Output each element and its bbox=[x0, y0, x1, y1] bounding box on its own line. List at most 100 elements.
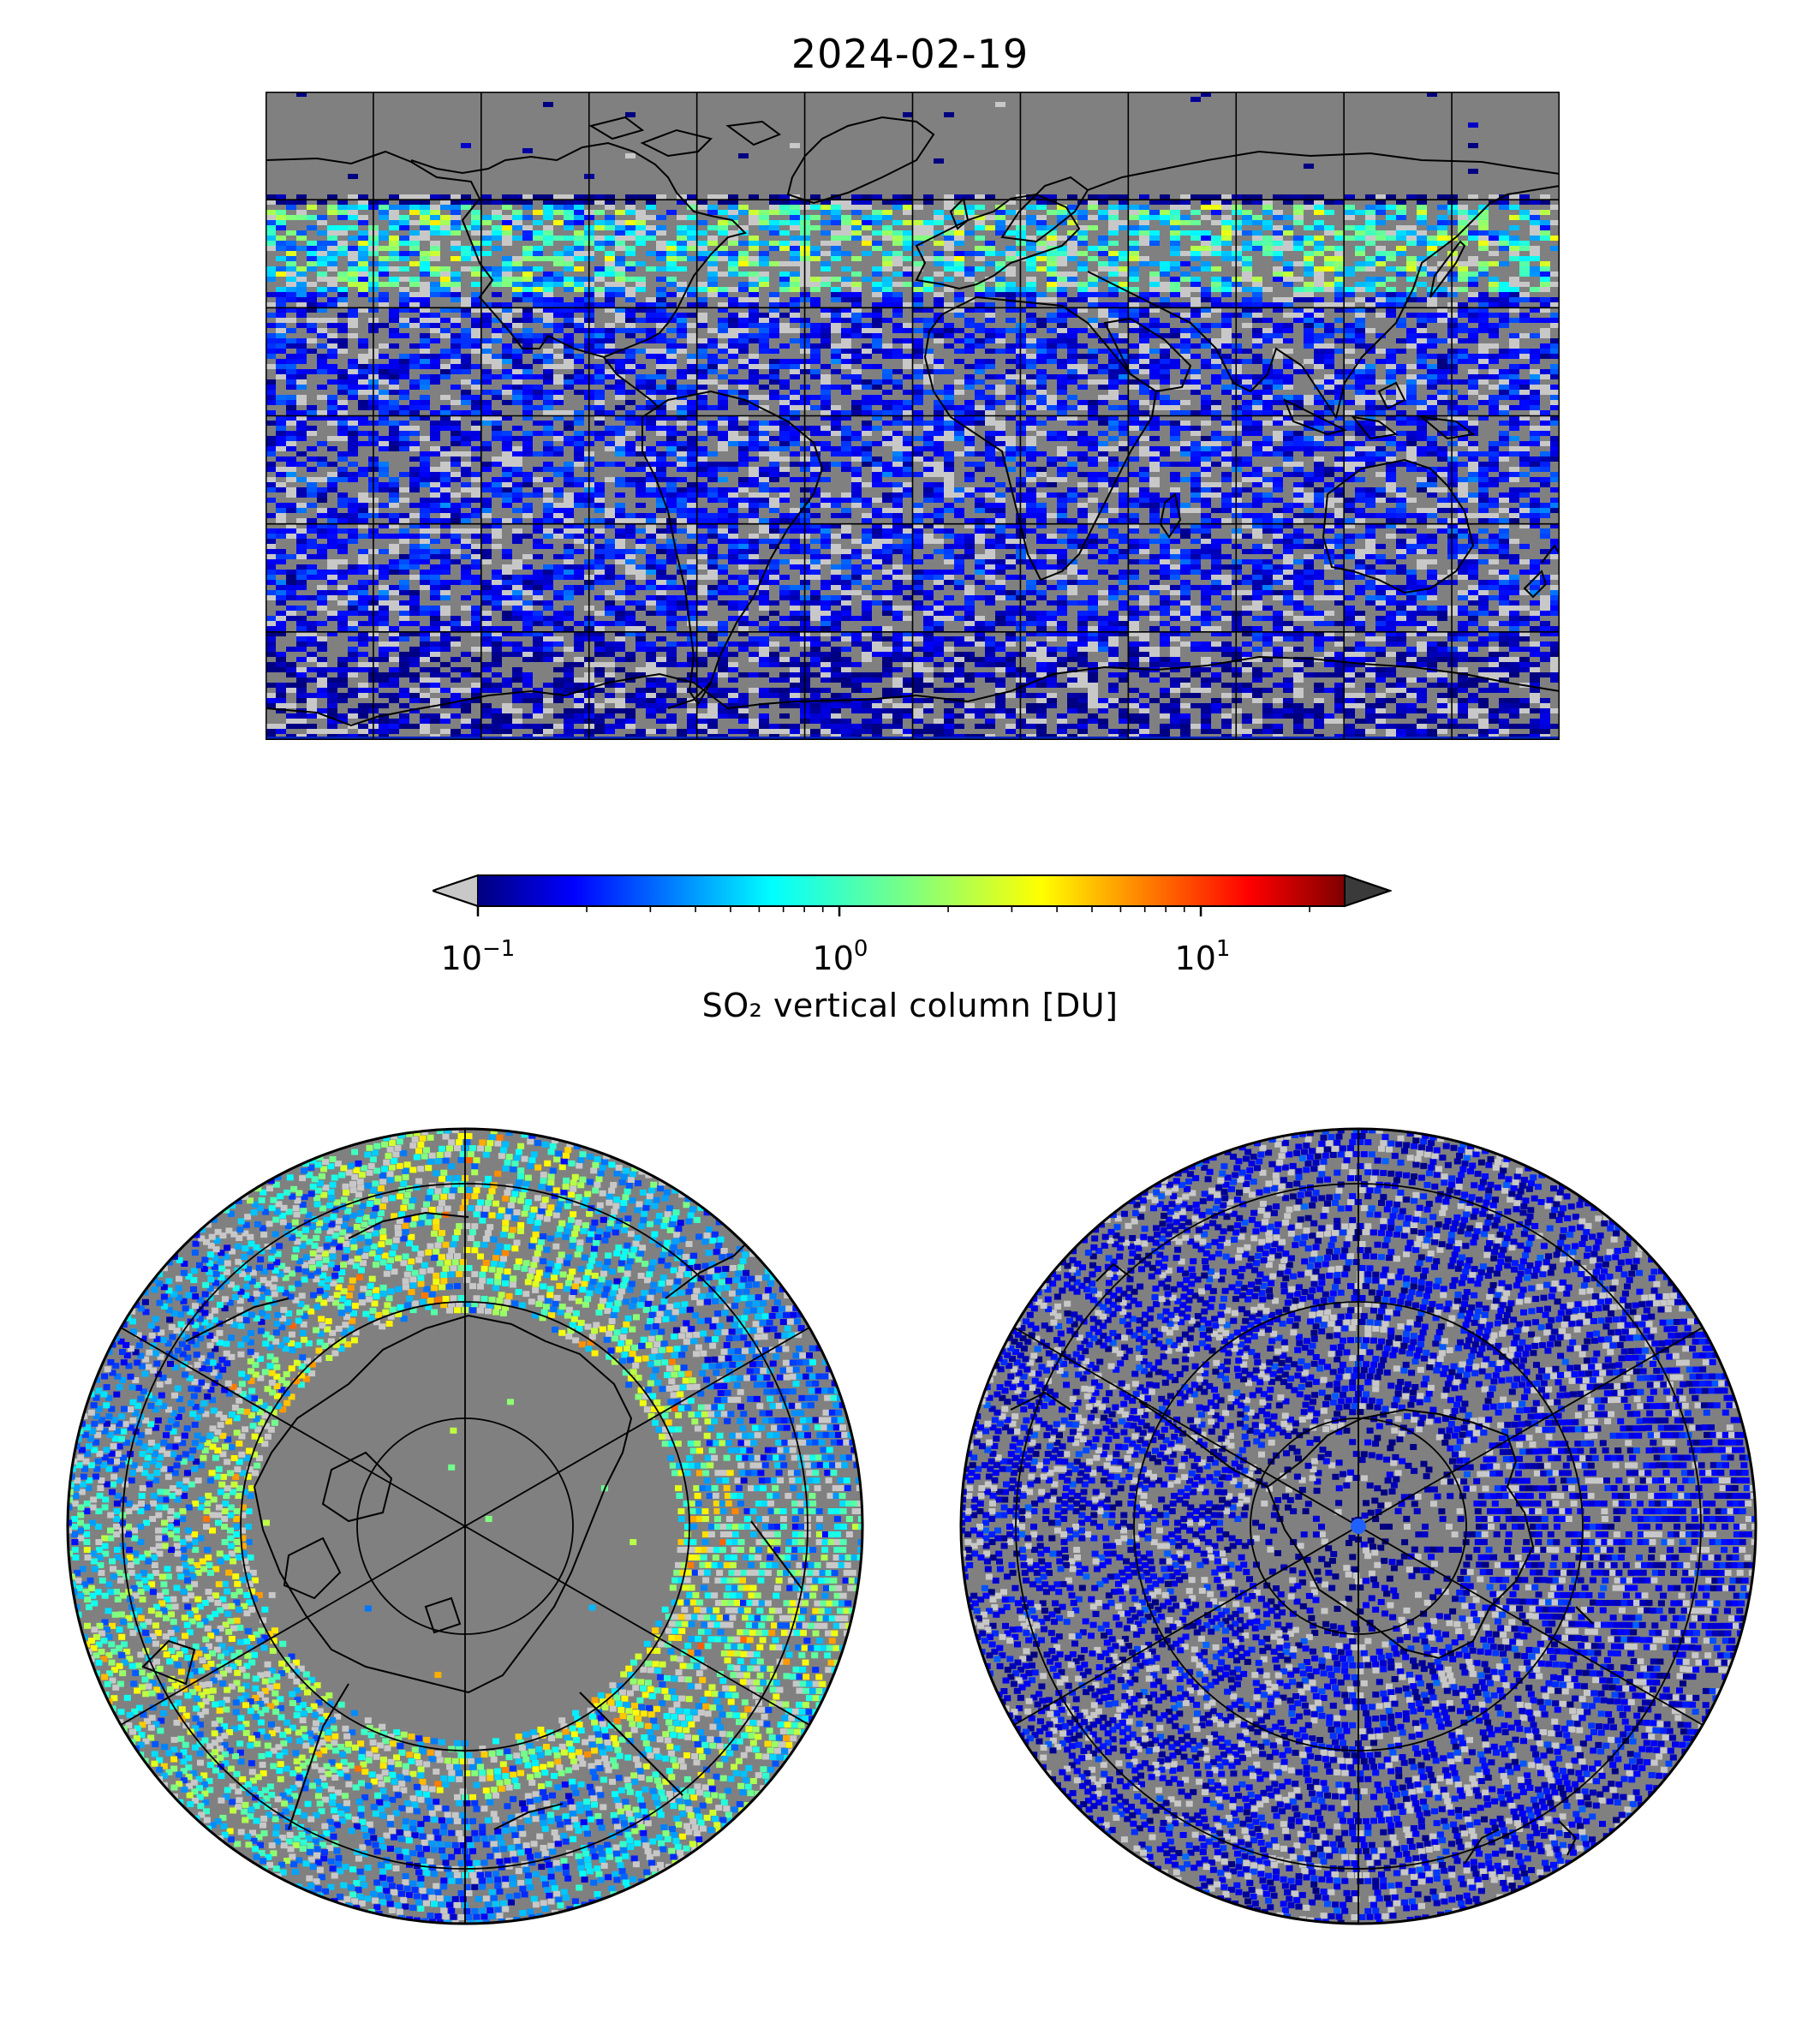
global-pixel bbox=[1170, 472, 1180, 477]
global-pixel bbox=[1242, 323, 1252, 328]
global-pixel bbox=[1314, 503, 1324, 508]
global-pixel bbox=[512, 210, 522, 215]
global-pixel bbox=[636, 364, 646, 369]
global-pixel bbox=[1386, 287, 1396, 292]
global-pixel bbox=[862, 421, 872, 426]
global-pixel bbox=[389, 359, 399, 364]
global-pixel bbox=[296, 277, 307, 282]
global-pixel bbox=[1519, 272, 1530, 277]
global-pixel bbox=[481, 251, 492, 256]
global-pixel bbox=[1334, 246, 1345, 251]
global-pixel bbox=[1139, 379, 1149, 385]
global-pixel bbox=[1149, 210, 1160, 215]
global-pixel bbox=[975, 462, 985, 467]
global-pixel bbox=[759, 282, 769, 287]
global-pixel bbox=[451, 282, 461, 287]
global-pixel bbox=[790, 508, 800, 513]
global-pixel bbox=[975, 328, 985, 333]
global-pixel bbox=[1088, 297, 1098, 302]
global-pixel bbox=[1129, 405, 1139, 410]
global-pixel bbox=[1447, 292, 1458, 297]
global-pixel bbox=[1201, 251, 1211, 256]
global-pixel bbox=[348, 174, 358, 179]
global-pixel bbox=[266, 323, 276, 328]
global-pixel bbox=[317, 492, 327, 498]
global-pixel bbox=[615, 359, 625, 364]
global-pixel bbox=[358, 508, 368, 513]
global-pixel bbox=[892, 194, 903, 200]
global-pixel bbox=[296, 426, 307, 431]
global-pixel bbox=[276, 313, 286, 318]
global-pixel bbox=[1201, 451, 1211, 457]
global-pixel bbox=[1108, 364, 1119, 369]
global-pixel bbox=[1108, 241, 1119, 246]
global-pixel bbox=[553, 272, 564, 277]
global-pixel bbox=[1283, 395, 1293, 400]
global-pixel bbox=[1458, 487, 1468, 492]
global-pixel bbox=[1242, 194, 1252, 200]
global-pixel bbox=[1098, 482, 1108, 487]
global-pixel bbox=[348, 498, 358, 503]
global-pixel bbox=[1057, 359, 1067, 364]
global-pixel bbox=[872, 385, 882, 390]
global-pixel bbox=[1098, 307, 1108, 313]
global-pixel bbox=[1437, 225, 1447, 230]
global-pixel bbox=[1221, 421, 1232, 426]
global-pixel bbox=[594, 462, 605, 467]
global-pixel bbox=[1509, 333, 1519, 338]
global-pixel bbox=[964, 415, 975, 421]
global-pixel bbox=[728, 343, 738, 349]
global-pixel bbox=[1530, 441, 1540, 446]
global-pixel bbox=[882, 441, 892, 446]
global-pixel bbox=[1355, 261, 1365, 266]
global-pixel bbox=[1519, 400, 1530, 405]
global-pixel bbox=[1396, 266, 1406, 272]
global-pixel bbox=[656, 421, 666, 426]
global-pixel bbox=[1149, 333, 1160, 338]
global-pixel bbox=[471, 307, 481, 313]
global-pixel bbox=[1149, 230, 1160, 236]
global-pixel bbox=[954, 313, 964, 318]
global-pixel bbox=[1047, 230, 1057, 236]
global-pixel bbox=[389, 194, 399, 200]
global-pixel bbox=[1098, 261, 1108, 266]
global-pixel bbox=[728, 487, 738, 492]
global-pixel bbox=[1468, 277, 1478, 282]
global-pixel bbox=[1509, 287, 1519, 292]
global-pixel bbox=[451, 323, 461, 328]
global-pixel bbox=[1334, 297, 1345, 302]
global-pixel bbox=[1386, 457, 1396, 462]
global-pixel bbox=[430, 426, 440, 431]
global-pixel bbox=[934, 297, 944, 302]
global-pixel bbox=[1478, 292, 1489, 297]
global-pixel bbox=[892, 457, 903, 462]
global-pixel bbox=[1283, 451, 1293, 457]
global-pixel bbox=[1427, 338, 1437, 343]
global-pixel bbox=[1375, 492, 1386, 498]
global-pixel bbox=[379, 421, 389, 426]
global-pixel bbox=[348, 246, 358, 251]
global-pixel bbox=[296, 374, 307, 379]
global-pixel bbox=[348, 225, 358, 230]
global-pixel bbox=[1499, 292, 1509, 297]
global-pixel bbox=[923, 379, 934, 385]
global-pixel bbox=[440, 292, 451, 297]
global-pixel bbox=[1437, 369, 1447, 374]
global-pixel bbox=[1036, 292, 1047, 297]
global-pixel bbox=[656, 225, 666, 230]
global-pixel bbox=[492, 426, 502, 431]
global-pixel bbox=[882, 436, 892, 441]
global-pixel bbox=[389, 225, 399, 230]
global-pixel bbox=[718, 246, 728, 251]
global-pixel bbox=[286, 256, 296, 261]
global-pixel bbox=[358, 246, 368, 251]
global-pixel bbox=[841, 318, 851, 323]
global-pixel bbox=[1283, 472, 1293, 477]
global-pixel bbox=[759, 261, 769, 266]
global-pixel bbox=[1149, 498, 1160, 503]
global-pixel bbox=[1119, 272, 1129, 277]
global-pixel bbox=[327, 323, 337, 328]
global-pixel bbox=[1386, 230, 1396, 236]
global-pixel bbox=[1314, 302, 1324, 307]
global-pixel bbox=[1345, 410, 1355, 415]
